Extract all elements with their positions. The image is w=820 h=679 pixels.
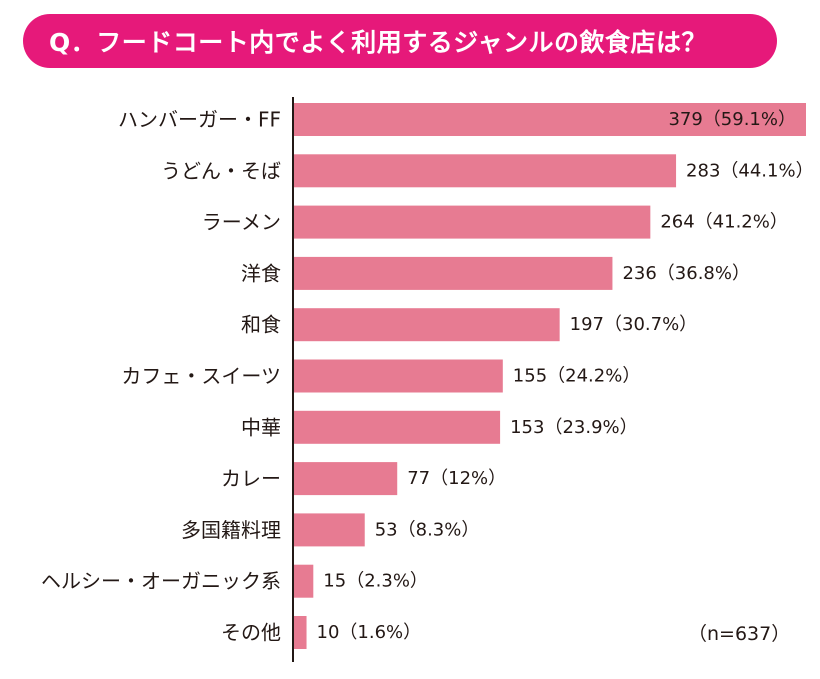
bar-4 (293, 308, 560, 342)
bar-8 (293, 513, 365, 547)
category-label-4: 和食 (241, 313, 281, 337)
bar-2 (293, 205, 651, 239)
value-label-0: 379（59.1%） (668, 109, 796, 130)
category-label-0: ハンバーガー・FF (118, 108, 281, 132)
value-label-5: 155（24.2%） (513, 366, 641, 387)
value-label-10: 10（1.6%） (317, 622, 422, 643)
category-label-10: その他 (221, 621, 281, 645)
bar-1 (293, 154, 677, 188)
sample-size-note: （n=637） (688, 623, 791, 645)
category-label-6: 中華 (241, 415, 281, 439)
bar-9 (293, 564, 314, 598)
bar-6 (293, 410, 501, 444)
value-label-6: 153（23.9%） (510, 417, 638, 438)
value-label-7: 77（12%） (407, 468, 506, 489)
value-label-9: 15（2.3%） (323, 571, 428, 592)
category-label-1: うどん・そば (161, 159, 281, 183)
bar-0 (293, 103, 806, 136)
bar-5 (293, 359, 503, 393)
value-label-3: 236（36.8%） (622, 263, 750, 284)
bar-7 (293, 462, 398, 496)
value-label-2: 264（41.2%） (660, 212, 788, 233)
bar-10 (293, 616, 307, 649)
category-label-8: 多国籍料理 (181, 518, 281, 542)
category-label-3: 洋食 (241, 261, 281, 285)
bar-3 (293, 256, 613, 290)
value-label-8: 53（8.3%） (375, 519, 480, 540)
title-banner: Q．フードコート内でよく利用するジャンルの飲食店は？ (23, 14, 777, 68)
chart-title: Q．フードコート内でよく利用するジャンルの飲食店は？ (49, 28, 708, 57)
category-label-7: カレー (221, 467, 281, 491)
value-label-4: 197（30.7%） (570, 314, 698, 335)
category-label-9: ヘルシー・オーガニック系 (41, 569, 281, 593)
category-label-2: ラーメン (202, 210, 281, 234)
value-label-1: 283（44.1%） (686, 160, 814, 181)
category-label-5: カフェ・スイーツ (121, 364, 281, 388)
